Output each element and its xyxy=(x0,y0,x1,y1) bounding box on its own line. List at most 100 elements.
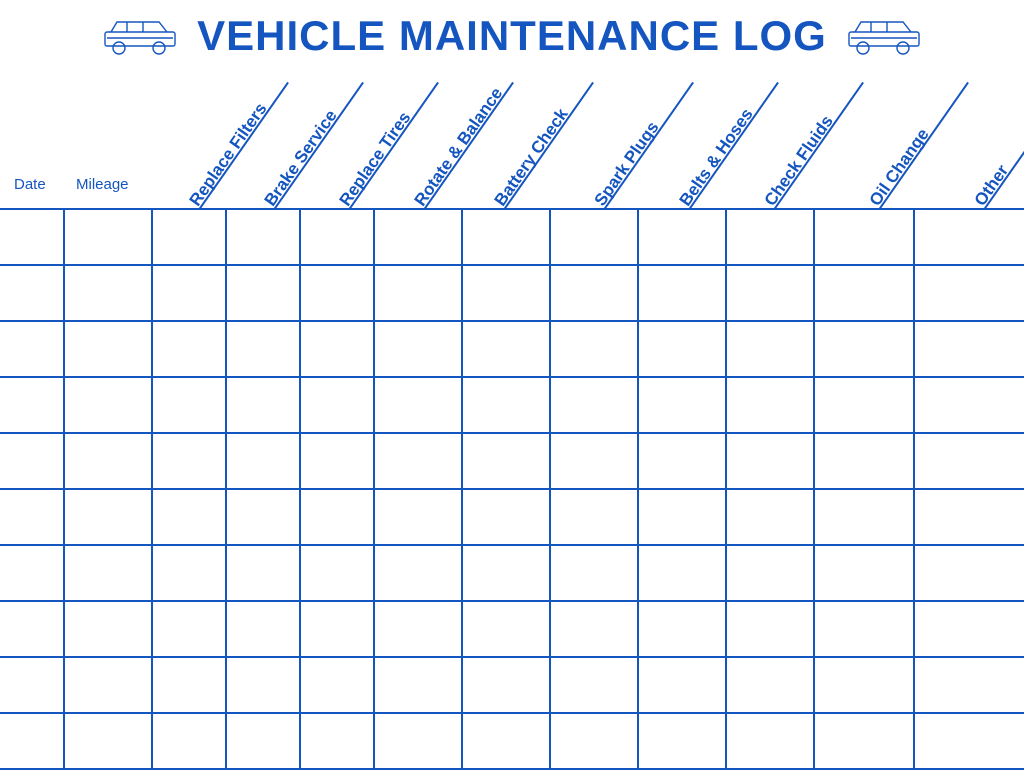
table-cell[interactable] xyxy=(550,377,638,433)
table-cell[interactable] xyxy=(914,713,1024,769)
table-cell[interactable] xyxy=(374,433,462,489)
table-cell[interactable] xyxy=(638,601,726,657)
table-cell[interactable] xyxy=(638,209,726,265)
table-cell[interactable] xyxy=(638,713,726,769)
table-cell[interactable] xyxy=(374,377,462,433)
table-cell[interactable] xyxy=(462,545,550,601)
table-cell[interactable] xyxy=(726,433,814,489)
table-cell[interactable] xyxy=(300,489,374,545)
table-cell[interactable] xyxy=(638,265,726,321)
table-cell[interactable] xyxy=(374,545,462,601)
table-cell[interactable] xyxy=(152,433,226,489)
table-cell[interactable] xyxy=(0,489,64,545)
table-cell[interactable] xyxy=(374,209,462,265)
table-cell[interactable] xyxy=(462,265,550,321)
table-cell[interactable] xyxy=(64,545,152,601)
table-cell[interactable] xyxy=(152,321,226,377)
table-cell[interactable] xyxy=(726,601,814,657)
table-cell[interactable] xyxy=(726,545,814,601)
table-cell[interactable] xyxy=(64,657,152,713)
table-cell[interactable] xyxy=(914,489,1024,545)
table-cell[interactable] xyxy=(914,209,1024,265)
table-cell[interactable] xyxy=(550,713,638,769)
table-cell[interactable] xyxy=(814,657,914,713)
table-cell[interactable] xyxy=(152,489,226,545)
table-cell[interactable] xyxy=(64,489,152,545)
table-cell[interactable] xyxy=(0,209,64,265)
table-cell[interactable] xyxy=(550,601,638,657)
table-cell[interactable] xyxy=(64,209,152,265)
table-cell[interactable] xyxy=(462,377,550,433)
table-cell[interactable] xyxy=(226,601,300,657)
table-cell[interactable] xyxy=(374,713,462,769)
table-cell[interactable] xyxy=(814,545,914,601)
table-cell[interactable] xyxy=(638,657,726,713)
table-cell[interactable] xyxy=(814,377,914,433)
table-cell[interactable] xyxy=(374,601,462,657)
table-cell[interactable] xyxy=(638,377,726,433)
table-cell[interactable] xyxy=(300,601,374,657)
table-cell[interactable] xyxy=(0,265,64,321)
table-cell[interactable] xyxy=(0,377,64,433)
table-cell[interactable] xyxy=(374,657,462,713)
table-cell[interactable] xyxy=(550,209,638,265)
table-cell[interactable] xyxy=(550,489,638,545)
table-cell[interactable] xyxy=(64,713,152,769)
table-cell[interactable] xyxy=(726,265,814,321)
table-cell[interactable] xyxy=(726,321,814,377)
table-cell[interactable] xyxy=(814,209,914,265)
table-cell[interactable] xyxy=(152,377,226,433)
table-cell[interactable] xyxy=(152,601,226,657)
table-cell[interactable] xyxy=(462,657,550,713)
table-cell[interactable] xyxy=(374,265,462,321)
table-cell[interactable] xyxy=(462,433,550,489)
table-cell[interactable] xyxy=(300,321,374,377)
table-cell[interactable] xyxy=(814,489,914,545)
table-cell[interactable] xyxy=(638,545,726,601)
table-cell[interactable] xyxy=(374,489,462,545)
table-cell[interactable] xyxy=(64,321,152,377)
table-cell[interactable] xyxy=(226,321,300,377)
table-cell[interactable] xyxy=(462,321,550,377)
table-cell[interactable] xyxy=(462,601,550,657)
table-cell[interactable] xyxy=(726,377,814,433)
table-cell[interactable] xyxy=(638,433,726,489)
table-cell[interactable] xyxy=(914,545,1024,601)
table-cell[interactable] xyxy=(64,265,152,321)
table-cell[interactable] xyxy=(814,265,914,321)
table-cell[interactable] xyxy=(0,545,64,601)
table-cell[interactable] xyxy=(300,713,374,769)
table-cell[interactable] xyxy=(814,601,914,657)
table-cell[interactable] xyxy=(300,209,374,265)
table-cell[interactable] xyxy=(226,433,300,489)
table-cell[interactable] xyxy=(914,377,1024,433)
table-cell[interactable] xyxy=(226,545,300,601)
table-cell[interactable] xyxy=(914,601,1024,657)
table-cell[interactable] xyxy=(914,657,1024,713)
table-cell[interactable] xyxy=(152,265,226,321)
table-cell[interactable] xyxy=(0,657,64,713)
table-cell[interactable] xyxy=(64,601,152,657)
table-cell[interactable] xyxy=(226,713,300,769)
table-cell[interactable] xyxy=(462,489,550,545)
table-cell[interactable] xyxy=(152,713,226,769)
table-cell[interactable] xyxy=(226,657,300,713)
table-cell[interactable] xyxy=(226,209,300,265)
table-cell[interactable] xyxy=(0,713,64,769)
table-cell[interactable] xyxy=(726,713,814,769)
table-cell[interactable] xyxy=(300,433,374,489)
table-cell[interactable] xyxy=(64,433,152,489)
table-cell[interactable] xyxy=(550,545,638,601)
table-cell[interactable] xyxy=(638,489,726,545)
table-cell[interactable] xyxy=(914,433,1024,489)
table-cell[interactable] xyxy=(914,321,1024,377)
table-cell[interactable] xyxy=(226,265,300,321)
table-cell[interactable] xyxy=(726,209,814,265)
table-cell[interactable] xyxy=(300,657,374,713)
table-cell[interactable] xyxy=(814,433,914,489)
table-cell[interactable] xyxy=(300,265,374,321)
table-cell[interactable] xyxy=(226,489,300,545)
table-cell[interactable] xyxy=(462,209,550,265)
table-cell[interactable] xyxy=(914,265,1024,321)
table-cell[interactable] xyxy=(0,433,64,489)
